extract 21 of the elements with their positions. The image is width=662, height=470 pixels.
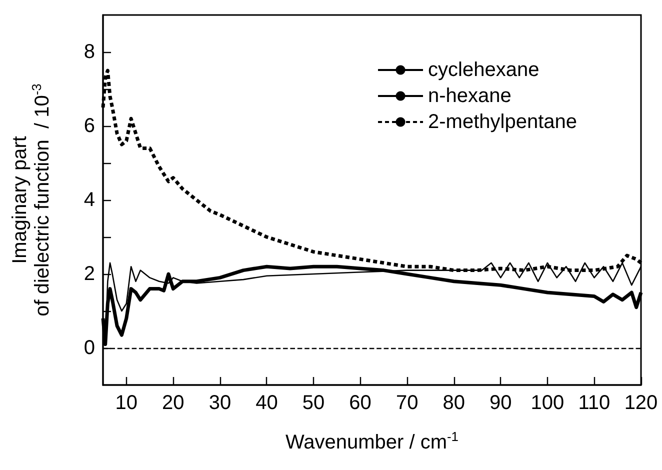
legend-label: cyclehexane	[428, 59, 540, 81]
y-tick-label: 0	[84, 337, 95, 359]
legend-label: 2-methylpentane	[428, 111, 577, 133]
y-tick-label: 4	[84, 189, 95, 211]
x-tick-label: 30	[208, 392, 232, 414]
y-axis-title: Imaginary part of dielectric function / 10-3	[9, 84, 54, 316]
x-tick-label: 120	[624, 392, 658, 414]
x-tick-label: 90	[490, 392, 512, 414]
y-tick-label: 2	[84, 263, 95, 285]
x-tick-label: 60	[349, 392, 372, 414]
x-tick-label: 110	[578, 392, 610, 414]
y-tick-label: 6	[84, 115, 95, 137]
x-tick-label: 10	[115, 392, 138, 414]
x-tick-label: 100	[530, 392, 564, 414]
x-tick-label: 40	[256, 392, 278, 414]
x-tick-label: 80	[442, 392, 465, 414]
x-tick-label: 70	[396, 392, 418, 414]
y-tick-label: 8	[84, 41, 95, 63]
x-tick-label: 50	[302, 392, 325, 414]
legend-label: n-hexane	[428, 85, 512, 107]
x-tick-label: 20	[162, 392, 184, 414]
